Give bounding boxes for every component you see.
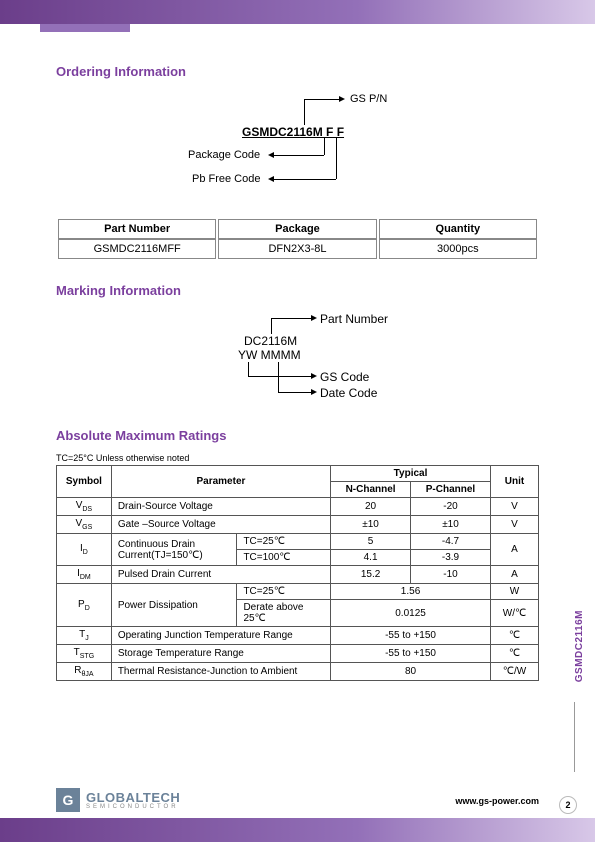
u-rja: ℃/W <box>490 663 538 681</box>
v-tj: -55 to +150 <box>331 627 491 645</box>
sym-vds: VDS <box>57 498 112 516</box>
logo-text: GLOBALTECH SEMICONDUCTOR <box>86 791 180 810</box>
param-vds: Drain-Source Voltage <box>111 498 330 516</box>
table-row: RθJA Thermal Resistance-Junction to Ambi… <box>57 663 539 681</box>
ratings-title: Absolute Maximum Ratings <box>56 428 539 443</box>
u-vds: V <box>490 498 538 516</box>
p1-id: -4.7 <box>411 534 491 550</box>
c1-pd: TC=25℃ <box>237 584 331 600</box>
n1-id: 5 <box>331 534 411 550</box>
side-partnumber: GSMDC2116M <box>574 610 585 682</box>
sym-idm: IDM <box>57 566 112 584</box>
gs-pn-label: GS P/N <box>350 93 387 105</box>
table-row: ID Continuous Drain Current(TJ=150℃) TC=… <box>57 534 539 550</box>
th-parameter: Parameter <box>111 466 330 498</box>
table-row: VGS Gate –Source Voltage ±10 ±10 V <box>57 516 539 534</box>
package-code-label: Package Code <box>188 149 260 161</box>
p-idm: -10 <box>411 566 491 584</box>
u-tstg: ℃ <box>490 645 538 663</box>
sym-pd: PD <box>57 584 112 627</box>
footer-bar <box>0 818 595 842</box>
v2-pd: 0.0125 <box>331 600 491 627</box>
sym-vgs: VGS <box>57 516 112 534</box>
param-pd: Power Dissipation <box>111 584 237 627</box>
n-vgs: ±10 <box>331 516 411 534</box>
th-quantity: Quantity <box>379 219 537 239</box>
c2-pd: Derate above 25℃ <box>237 600 331 627</box>
sym-rja: RθJA <box>57 663 112 681</box>
content: Ordering Information GS P/N GSMDC2116M F… <box>0 24 595 681</box>
th-nch: N-Channel <box>331 482 411 498</box>
ratings-table: Symbol Parameter Typical Unit N-Channel … <box>56 465 539 681</box>
logo-icon: G <box>56 788 80 812</box>
v-tstg: -55 to +150 <box>331 645 491 663</box>
th-unit: Unit <box>490 466 538 498</box>
param-rja: Thermal Resistance-Junction to Ambient <box>111 663 330 681</box>
p2-id: -3.9 <box>411 550 491 566</box>
ordering-diagram: GS P/N GSMDC2116M F F Package Code Pb Fr… <box>56 89 539 199</box>
th-pch: P-Channel <box>411 482 491 498</box>
td-quantity: 3000pcs <box>379 239 537 259</box>
marking-title: Marking Information <box>56 283 539 298</box>
side-line <box>574 702 575 772</box>
mark-line1: DC2116M <box>244 334 297 348</box>
th-partnumber: Part Number <box>58 219 216 239</box>
u-id: A <box>490 534 538 566</box>
td-partnumber: GSMDC2116MFF <box>58 239 216 259</box>
p-vgs: ±10 <box>411 516 491 534</box>
mark-partnumber: Part Number <box>320 312 388 326</box>
table-row: Part Number Package Quantity <box>58 219 537 239</box>
n-idm: 15.2 <box>331 566 411 584</box>
u-tj: ℃ <box>490 627 538 645</box>
n-vds: 20 <box>331 498 411 516</box>
page-number: 2 <box>559 796 577 814</box>
n2-id: 4.1 <box>331 550 411 566</box>
sym-id: ID <box>57 534 112 566</box>
u-vgs: V <box>490 516 538 534</box>
table-row: VDS Drain-Source Voltage 20 -20 V <box>57 498 539 516</box>
th-typical: Typical <box>331 466 491 482</box>
param-id: Continuous Drain Current(TJ=150℃) <box>111 534 237 566</box>
table-row: IDM Pulsed Drain Current 15.2 -10 A <box>57 566 539 584</box>
ratings-note: TC=25°C Unless otherwise noted <box>56 453 539 463</box>
ordering-table: Part Number Package Quantity GSMDC2116MF… <box>56 219 539 259</box>
th-symbol: Symbol <box>57 466 112 498</box>
table-row: Symbol Parameter Typical Unit <box>57 466 539 482</box>
param-tstg: Storage Temperature Range <box>111 645 330 663</box>
th-package: Package <box>218 219 376 239</box>
logo-company: GLOBALTECH <box>86 791 180 804</box>
footer-url: www.gs-power.com <box>455 796 539 806</box>
logo: G GLOBALTECH SEMICONDUCTOR <box>56 788 180 812</box>
part-number-label: GSMDC2116M F F <box>242 125 344 139</box>
mark-line2: YW MMMM <box>238 348 301 362</box>
sym-tj: TJ <box>57 627 112 645</box>
c2-id: TC=100℃ <box>237 550 331 566</box>
marking-diagram: Part Number DC2116M YW MMMM GS Code Date… <box>56 308 539 398</box>
param-vgs: Gate –Source Voltage <box>111 516 330 534</box>
v1-pd: 1.56 <box>331 584 491 600</box>
table-row: PD Power Dissipation TC=25℃ 1.56 W <box>57 584 539 600</box>
param-idm: Pulsed Drain Current <box>111 566 330 584</box>
table-row: TJ Operating Junction Temperature Range … <box>57 627 539 645</box>
ordering-title: Ordering Information <box>56 64 539 79</box>
p-vds: -20 <box>411 498 491 516</box>
mark-datecode: Date Code <box>320 386 377 400</box>
table-row: GSMDC2116MFF DFN2X3-8L 3000pcs <box>58 239 537 259</box>
top-notch <box>40 24 130 32</box>
u1-pd: W <box>490 584 538 600</box>
pbfree-code-label: Pb Free Code <box>192 173 260 185</box>
u-idm: A <box>490 566 538 584</box>
logo-sub: SEMICONDUCTOR <box>86 804 180 810</box>
v-rja: 80 <box>331 663 491 681</box>
c1-id: TC=25℃ <box>237 534 331 550</box>
mark-gscode: GS Code <box>320 370 369 384</box>
td-package: DFN2X3-8L <box>218 239 376 259</box>
top-bar <box>0 0 595 24</box>
u2-pd: W/℃ <box>490 600 538 627</box>
table-row: TSTG Storage Temperature Range -55 to +1… <box>57 645 539 663</box>
param-tj: Operating Junction Temperature Range <box>111 627 330 645</box>
sym-tstg: TSTG <box>57 645 112 663</box>
